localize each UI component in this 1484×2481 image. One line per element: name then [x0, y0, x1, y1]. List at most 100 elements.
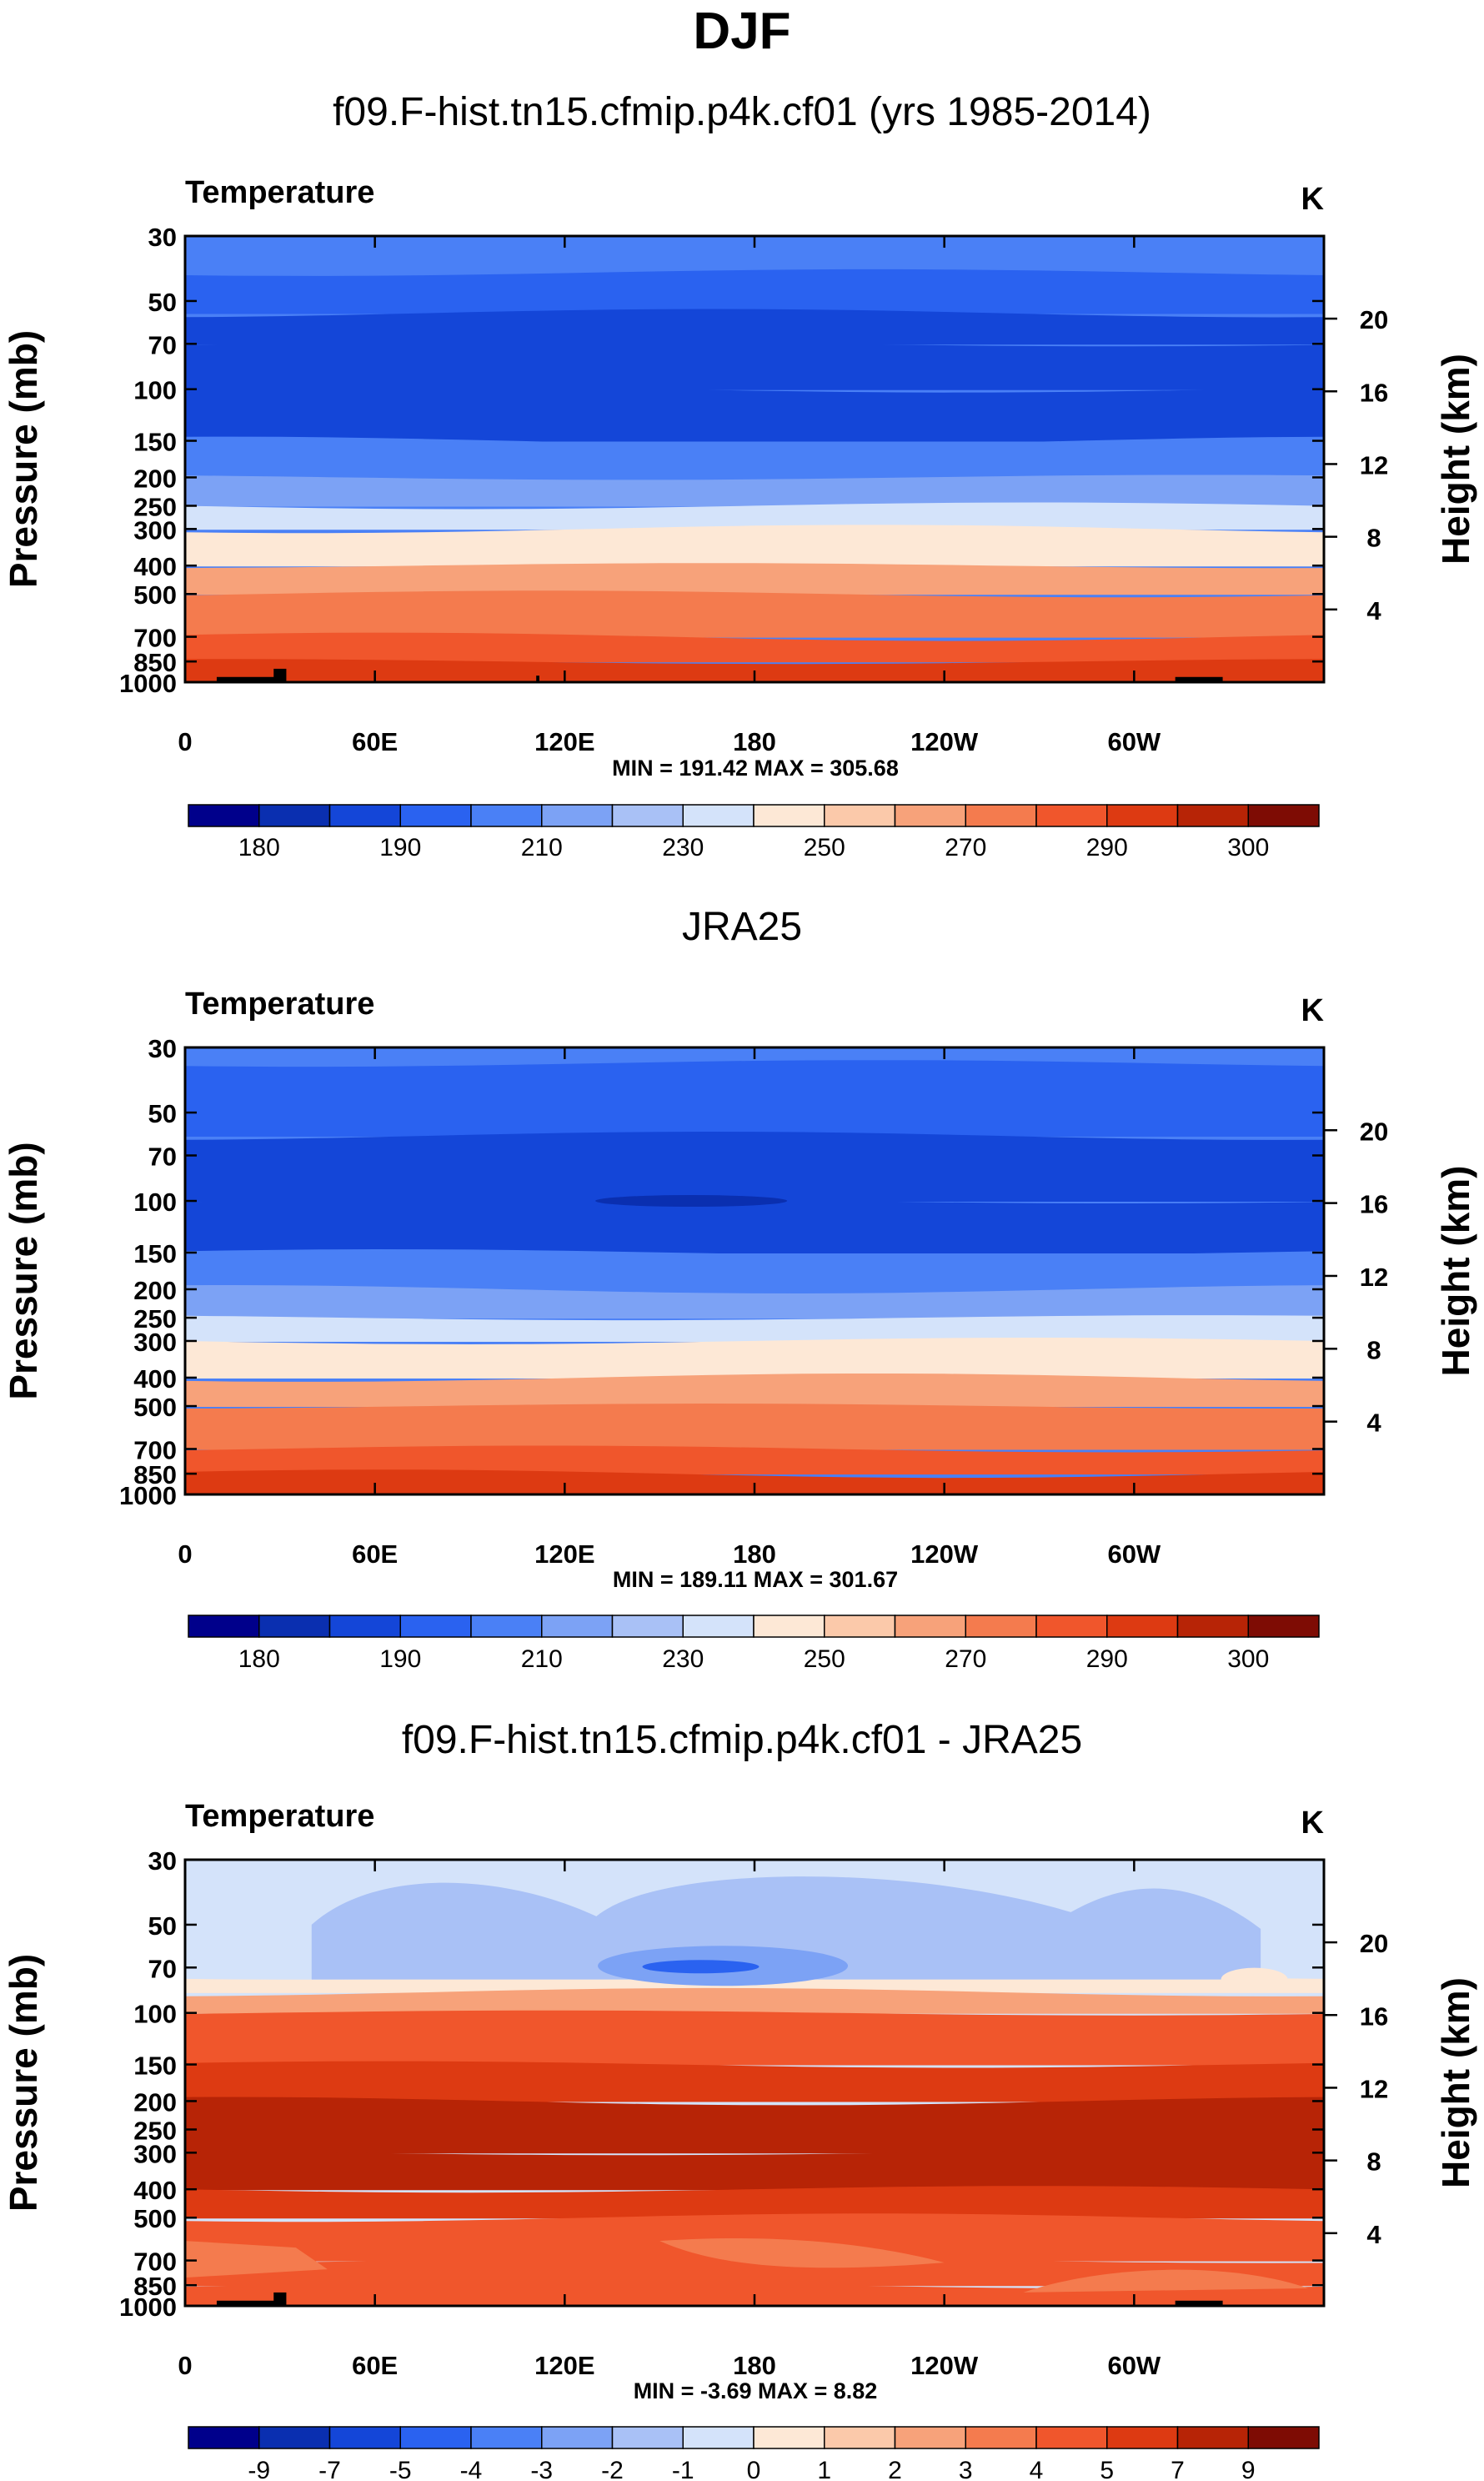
y-tick-label: 700: [133, 1435, 177, 1464]
contour-band: [185, 2150, 1324, 2191]
height-tick-label: 16: [1360, 378, 1388, 407]
colorbar-label: 250: [804, 834, 845, 861]
x-tick-label: 120E: [534, 1539, 594, 1569]
y-tick-label: 200: [133, 464, 177, 493]
panels: f09.F-hist.tn15.cfmip.p4k.cf01 (yrs 1985…: [2, 90, 1477, 2481]
colorbar-label: 1: [817, 2457, 831, 2481]
y-tick-label: 50: [148, 288, 177, 317]
terrain-mask: [1175, 676, 1223, 682]
height-tick-label: 20: [1360, 305, 1388, 334]
colorbar-label: 180: [238, 1645, 280, 1673]
height-tick-label: 12: [1360, 2074, 1388, 2103]
panel-subtitle: JRA25: [682, 905, 802, 949]
y-tick-label: 300: [133, 2139, 177, 2168]
y-axis-title: Pressure (mb): [2, 1954, 45, 2212]
y-tick-label: 500: [133, 580, 177, 610]
x-tick-label: 0: [178, 1539, 192, 1569]
colorbar-box: [824, 1615, 896, 1638]
contour-band: [185, 1987, 1324, 2014]
contour-band: [185, 502, 1324, 530]
colorbar-box: [328, 1615, 401, 1638]
colorbar-box: [894, 1615, 966, 1638]
y-tick-label: 300: [133, 1328, 177, 1357]
colorbar-box: [611, 1615, 684, 1638]
colorbar-box: [1106, 2426, 1179, 2449]
x-tick-label: 60E: [352, 1539, 398, 1569]
colorbar-label: 3: [959, 2457, 973, 2481]
colorbar-box: [1247, 804, 1320, 827]
colorbar-label: -7: [318, 2457, 341, 2481]
contour-band: [185, 475, 1324, 507]
colorbar-box: [399, 1615, 472, 1638]
figure-title: DJF: [693, 3, 790, 60]
colorbar-label: 210: [521, 1645, 563, 1673]
height-tick-label: 4: [1366, 1409, 1381, 1438]
colorbar-box: [1176, 1615, 1249, 1638]
panel-3: f09.F-hist.tn15.cfmip.p4k.cf01 - JRA25 Te…: [2, 1718, 1477, 2481]
colorbar-label: 180: [238, 834, 280, 861]
colorbar-box: [894, 804, 966, 827]
colorbar-box: [1106, 1615, 1179, 1638]
contour-band: [185, 269, 1324, 314]
colorbar-label: 5: [1100, 2457, 1114, 2481]
contour-band: [185, 2097, 1324, 2154]
contour-band: [185, 632, 1324, 663]
variable-label: Temperature: [185, 175, 374, 210]
y-tick-label: 100: [133, 2000, 177, 2029]
y-tick-label: 300: [133, 515, 177, 545]
y-tick-label: 150: [133, 428, 177, 457]
height-tick-label: 8: [1366, 1335, 1381, 1364]
contour-band: [185, 1374, 1324, 1408]
colorbar-label: 9: [1241, 2457, 1256, 2481]
y-tick-label: 1000: [119, 2293, 177, 2322]
colorbar-box: [1176, 2426, 1249, 2449]
colorbar-label: -9: [248, 2457, 270, 2481]
colorbar-box: [258, 2426, 331, 2449]
y-tick-label: 850: [133, 2272, 177, 2301]
y-tick-label: 850: [133, 1460, 177, 1489]
colorbar-box: [1035, 1615, 1108, 1638]
contour-band: [185, 341, 1324, 390]
colorbar-box: [965, 1615, 1037, 1638]
colorbar-box: [753, 804, 825, 827]
plot-area: [185, 1047, 1324, 1494]
colorbar-label: 270: [945, 1645, 986, 1673]
colorbar-box: [470, 804, 543, 827]
colorbar-label: 2: [888, 2457, 902, 2481]
x-tick-label: 60E: [352, 2351, 398, 2380]
contour-band: [185, 590, 1324, 638]
colorbar-box: [611, 804, 684, 827]
contour-band: [185, 1060, 1324, 1137]
stats-label: MIN = 189.11 MAX = 301.67: [613, 1567, 898, 1592]
x-tick-label: 120E: [534, 2351, 594, 2380]
contour-band: [185, 1249, 1324, 1290]
colorbar-label: -3: [530, 2457, 553, 2481]
plot-area: [185, 1860, 1324, 2306]
contour-band: [185, 2258, 1324, 2287]
terrain-mask: [273, 668, 287, 682]
colorbar-label: 270: [945, 834, 986, 861]
colorbar-box: [682, 804, 755, 827]
x-tick-label: 180: [733, 727, 776, 756]
diff-patch-low: [659, 2237, 945, 2268]
contour-band: [185, 1338, 1324, 1379]
colorbar-box: [965, 2426, 1037, 2449]
colorbar-box: [1035, 804, 1108, 827]
colorbar-box: [753, 1615, 825, 1638]
colorbar-box: [541, 804, 614, 827]
diff-patch-coldcore: [642, 1960, 760, 1974]
y-tick-label: 150: [133, 2052, 177, 2081]
y-tick-label: 250: [133, 492, 177, 521]
contour-band: [185, 1132, 1324, 1203]
height-tick-label: 20: [1360, 1117, 1388, 1146]
contour-band: [185, 2186, 1324, 2219]
x-tick-label: 180: [733, 1539, 776, 1569]
units-label: K: [1301, 993, 1325, 1028]
y-tick-label: 150: [133, 1239, 177, 1268]
colorbar-box: [1035, 2426, 1108, 2449]
colorbar-label: 4: [1030, 2457, 1044, 2481]
y-tick-label: 400: [133, 1364, 177, 1394]
x-tick-label: 0: [178, 2351, 192, 2380]
